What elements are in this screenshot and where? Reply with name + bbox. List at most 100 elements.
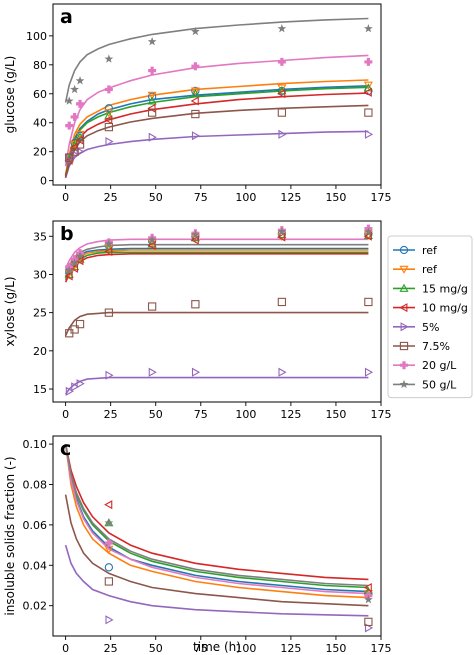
data-points bbox=[104, 500, 374, 633]
data-point-a-1-7 bbox=[363, 81, 373, 90]
data-point-a-3-1 bbox=[69, 142, 79, 152]
data-point-a-3-6 bbox=[277, 89, 286, 99]
legend-label: 50 g/L bbox=[422, 378, 457, 391]
x-tick-label: 50 bbox=[149, 191, 163, 204]
data-point-a-3-7 bbox=[363, 87, 372, 97]
data-point-b-5-5 bbox=[191, 300, 200, 309]
data-point-b-4-7 bbox=[364, 367, 374, 377]
data-point-a-7-2 bbox=[75, 76, 85, 85]
y-axis-label: glucose (g/L) bbox=[3, 56, 17, 134]
panel-c: 0 25 50 75 100 125 150 175 0.02 0.04 0.06 0.08 0.10 i… bbox=[3, 435, 392, 655]
data-point-a-5-1 bbox=[70, 147, 79, 156]
data-point-b-5-4 bbox=[147, 302, 157, 311]
x-tick-label: 125 bbox=[280, 642, 301, 655]
fit-line-c-7 bbox=[64, 443, 369, 587]
fit-line-a-7 bbox=[64, 17, 369, 103]
data-point-b-4-6 bbox=[278, 367, 287, 377]
y-tick-label: 15 bbox=[33, 383, 47, 396]
panel-label-a: a bbox=[60, 6, 73, 28]
legend-marker bbox=[399, 245, 409, 255]
data-point-a-4-1 bbox=[71, 150, 80, 160]
fit-line-a-4 bbox=[64, 130, 369, 179]
legend-item: 20 g/L bbox=[393, 359, 457, 372]
legend-label: 15 mg/g bbox=[422, 282, 468, 295]
x-tick-label: 25 bbox=[104, 642, 118, 655]
data-point-a-5-0 bbox=[65, 153, 74, 162]
data-point-a-1-6 bbox=[277, 84, 287, 93]
y-tick-label: 80 bbox=[33, 59, 47, 72]
x-tick-label: 175 bbox=[371, 642, 392, 655]
data-point-a-5-6 bbox=[277, 108, 287, 117]
fit-line-b-5 bbox=[64, 311, 369, 336]
data-point-a-6-2 bbox=[76, 99, 85, 108]
y-tick-label: 0.04 bbox=[23, 559, 48, 572]
data-point-a-6-1 bbox=[70, 112, 79, 121]
x-axis-label: time (h) bbox=[193, 640, 241, 654]
fit-line-c-1 bbox=[64, 443, 369, 599]
y-tick-label: 60 bbox=[33, 88, 47, 101]
fit-line-b-6 bbox=[64, 238, 369, 269]
legend-label: 7.5% bbox=[422, 340, 450, 353]
data-point-c-0-0 bbox=[104, 563, 114, 572]
data-point-a-1-4 bbox=[147, 91, 157, 100]
legend-marker bbox=[400, 322, 409, 332]
data-point-a-3-5 bbox=[190, 96, 199, 106]
fit-line-b-3 bbox=[64, 253, 369, 283]
data-point-a-7-5 bbox=[190, 26, 200, 36]
fit-line-c-6 bbox=[64, 443, 369, 595]
data-point-a-2-4 bbox=[147, 96, 157, 105]
data-point-b-4-1 bbox=[71, 382, 80, 392]
data-point-c-3-1 bbox=[363, 582, 372, 593]
data-point-a-7-1 bbox=[70, 84, 80, 94]
data-point-b-4-2 bbox=[76, 379, 85, 389]
data-point-a-1-5 bbox=[190, 87, 200, 96]
data-point-b-3-3 bbox=[104, 247, 113, 257]
x-tick-label: 0 bbox=[62, 191, 69, 204]
axes-frame bbox=[52, 435, 382, 637]
data-point-a-6-6 bbox=[277, 57, 286, 66]
data-point-b-2-4 bbox=[147, 239, 157, 248]
data-point-a-7-7 bbox=[364, 24, 373, 33]
x-tick-label: 0 bbox=[62, 642, 69, 655]
data-point-a-4-0 bbox=[65, 155, 74, 165]
data-point-c-3-0 bbox=[104, 500, 113, 510]
x-tick-label: 100 bbox=[235, 191, 256, 204]
data-point-a-3-4 bbox=[147, 103, 156, 113]
legend-label: 5% bbox=[422, 321, 439, 334]
data-point-b-7-3 bbox=[104, 239, 114, 248]
fit-line-c-2 bbox=[64, 443, 369, 589]
x-tick-label: 50 bbox=[149, 642, 163, 655]
x-tick-label: 150 bbox=[325, 191, 346, 204]
y-tick-label: 0.10 bbox=[23, 438, 48, 451]
y-tick-label: 0.08 bbox=[23, 478, 48, 491]
fit-line-b-2 bbox=[64, 251, 369, 281]
fit-lines bbox=[64, 443, 369, 617]
legend-item: 50 g/L bbox=[393, 378, 457, 391]
x-tick-label: 75 bbox=[194, 191, 208, 204]
data-point-a-7-0 bbox=[64, 96, 74, 105]
data-point-b-3-5 bbox=[190, 235, 199, 245]
data-point-b-7-7 bbox=[364, 227, 373, 236]
data-point-b-2-0 bbox=[64, 269, 74, 278]
data-point-a-5-5 bbox=[191, 109, 200, 119]
panel-label-c: c bbox=[60, 438, 71, 460]
data-point-a-3-2 bbox=[75, 135, 84, 145]
legend-item: 7.5% bbox=[393, 340, 450, 353]
data-point-c-4-0 bbox=[105, 615, 114, 625]
data-point-a-4-2 bbox=[76, 147, 85, 157]
x-tick-label: 50 bbox=[149, 408, 163, 421]
data-point-b-7-2 bbox=[75, 251, 85, 260]
y-tick-label: 0.06 bbox=[23, 519, 48, 532]
data-point-a-5-3 bbox=[104, 122, 114, 132]
legend-item: 5% bbox=[393, 321, 439, 334]
data-point-a-5-7 bbox=[364, 108, 373, 117]
x-tick-label: 100 bbox=[235, 642, 256, 655]
y-tick-label: 25 bbox=[33, 307, 47, 320]
data-point-b-4-4 bbox=[148, 367, 157, 377]
data-point-b-5-6 bbox=[277, 297, 287, 307]
data-point-a-1-2 bbox=[75, 130, 85, 140]
panel-label-b: b bbox=[60, 223, 74, 245]
data-point-a-3-3 bbox=[104, 115, 113, 125]
x-tick-label: 25 bbox=[104, 408, 118, 421]
